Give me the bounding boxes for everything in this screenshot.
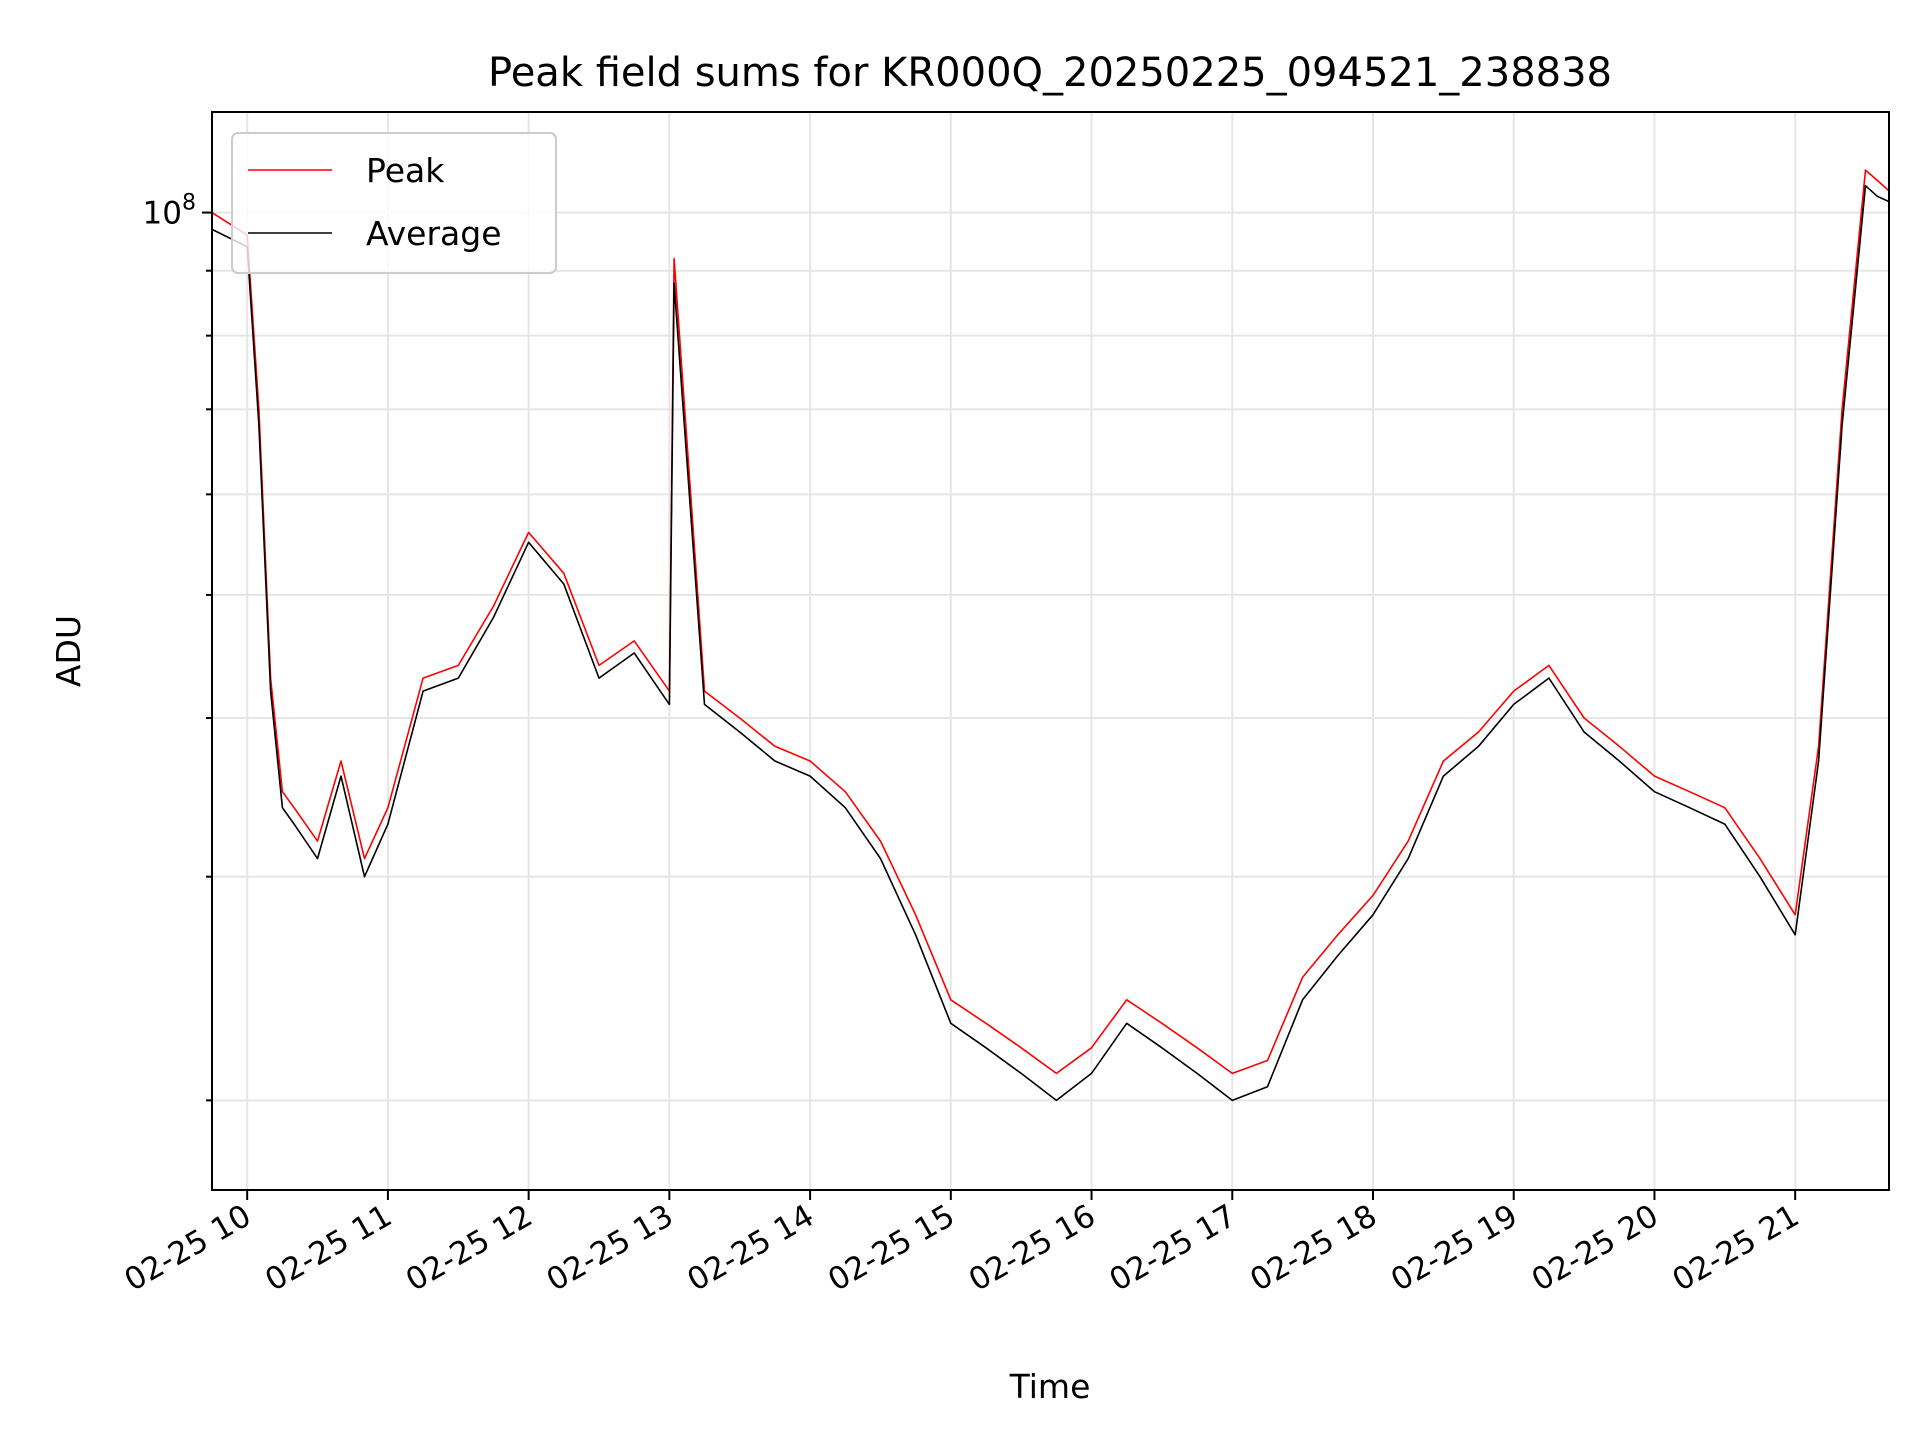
y-tick-label: 108 bbox=[143, 191, 196, 232]
series-layer bbox=[211, 169, 1890, 1102]
series-line-peak bbox=[211, 169, 1890, 1075]
plot-frame bbox=[211, 111, 1890, 1191]
y-axis-ticks: 108 bbox=[143, 191, 212, 1102]
legend-box bbox=[231, 132, 557, 274]
chart-title: Peak field sums for KR000Q_20250225_0945… bbox=[488, 50, 1612, 96]
legend-label-peak: Peak bbox=[366, 151, 445, 190]
y-axis-label: ADU bbox=[49, 615, 88, 687]
series-line-average bbox=[211, 184, 1890, 1102]
legend: Peak Average bbox=[231, 132, 557, 274]
x-axis-label: Time bbox=[1009, 1367, 1091, 1406]
legend-label-average: Average bbox=[366, 214, 502, 253]
